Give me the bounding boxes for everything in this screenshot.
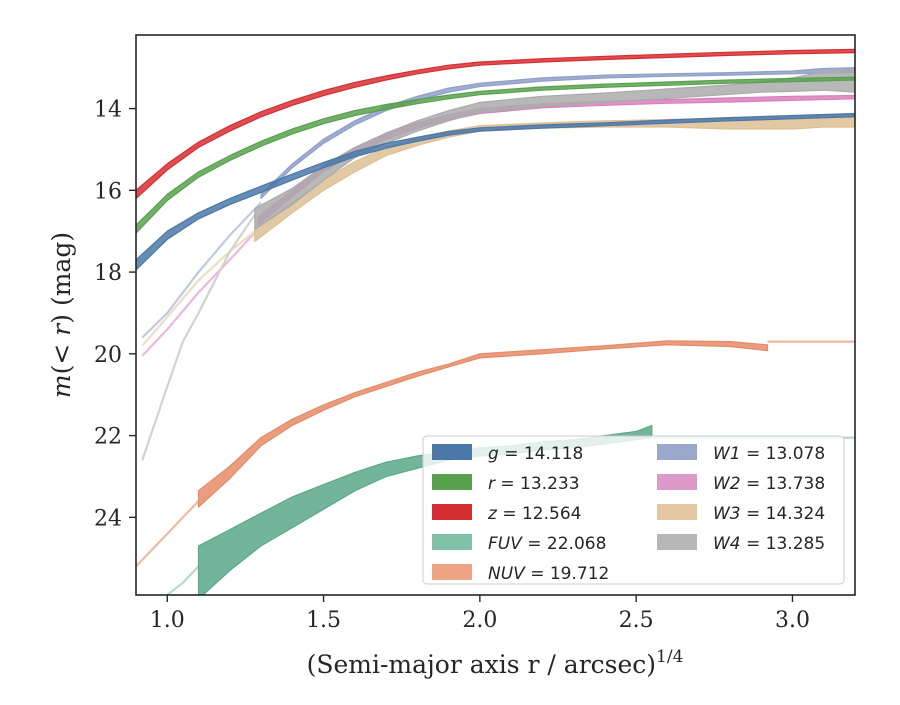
y-axis-label: m(< r) (mag) xyxy=(47,232,76,398)
legend-item-r: r = 13.233 xyxy=(432,474,580,494)
x-tick-label: 3.0 xyxy=(775,608,810,633)
legend-label: g = 14.118 xyxy=(488,444,583,464)
legend-label: FUV = 22.068 xyxy=(488,534,606,554)
series-w2-inner-line xyxy=(141,228,259,357)
x-tick-label: 1.5 xyxy=(306,608,341,633)
x-tick-label: 2.5 xyxy=(619,608,654,633)
legend-item-z: z = 12.564 xyxy=(432,504,581,524)
legend-item-fuv: FUV = 22.068 xyxy=(432,534,606,554)
legend-item-w1: W1 = 13.078 xyxy=(657,444,825,464)
series-w3-inner-line xyxy=(141,230,256,347)
series-w2 xyxy=(141,94,855,357)
legend-item-nuv: NUV = 19.712 xyxy=(432,564,609,584)
legend-swatch xyxy=(432,444,472,460)
x-axis-label-exponent: 1/4 xyxy=(656,647,683,667)
series-w4-band xyxy=(254,69,855,230)
legend-swatch xyxy=(657,474,697,490)
ticks-layer: 1.0 1.5 2.0 2.5 3.0 14 16 18 20 22 24 xyxy=(94,98,810,633)
y-tick-label: 16 xyxy=(94,179,122,204)
legend-swatch xyxy=(657,444,697,460)
series-nuv xyxy=(136,340,855,568)
y-tick-label: 22 xyxy=(94,425,122,450)
legend-label: W2 = 13.738 xyxy=(713,474,825,494)
y-tick-label: 14 xyxy=(94,98,122,123)
legend-label: W3 = 14.324 xyxy=(713,504,825,524)
y-tick-label: 20 xyxy=(94,343,122,368)
legend-swatch xyxy=(432,534,472,550)
legend-item-w2: W2 = 13.738 xyxy=(657,474,825,494)
x-axis-label: (Semi-major axis r / arcsec)1/4 xyxy=(307,647,684,679)
legend-label: W4 = 13.285 xyxy=(713,534,825,554)
legend-label: NUV = 19.712 xyxy=(488,564,609,584)
x-tick-label: 2.0 xyxy=(462,608,497,633)
legend-item-w3: W3 = 14.324 xyxy=(657,504,825,524)
legend-swatch xyxy=(657,534,697,550)
legend-label: W1 = 13.078 xyxy=(713,444,825,464)
series-z-band xyxy=(136,48,855,200)
y-tick-label: 18 xyxy=(94,261,122,286)
series-w1-inner-line xyxy=(141,201,262,339)
plot-frame xyxy=(135,34,856,596)
legend-item-g: g = 14.118 xyxy=(432,444,583,464)
series-r-band xyxy=(136,76,855,234)
series-r xyxy=(136,76,855,234)
series-nuv-band xyxy=(197,340,769,508)
legend-swatch xyxy=(432,504,472,520)
y-tick-label: 24 xyxy=(94,506,122,531)
legend-item-w4: W4 = 13.285 xyxy=(657,534,825,554)
legend-swatch xyxy=(432,564,472,580)
series-nuv-inner-line xyxy=(136,500,200,568)
legend-swatch xyxy=(657,504,697,520)
series-z xyxy=(136,48,855,200)
series-g-band xyxy=(136,112,855,271)
series-fuv-inner-line xyxy=(162,565,200,595)
legend-label: r = 13.233 xyxy=(488,474,580,494)
x-tick-label: 1.0 xyxy=(150,608,185,633)
legend: g = 14.118 r = 13.233 z = 12.564 FUV = 22.0… xyxy=(422,435,845,585)
series-w3-band xyxy=(254,114,855,242)
series-w4-inner-line xyxy=(141,214,256,461)
legend-swatch xyxy=(432,474,472,490)
legend-label: z = 12.564 xyxy=(487,504,581,524)
series-w4 xyxy=(141,69,855,461)
series-g xyxy=(136,112,855,271)
legend-box xyxy=(422,435,845,585)
